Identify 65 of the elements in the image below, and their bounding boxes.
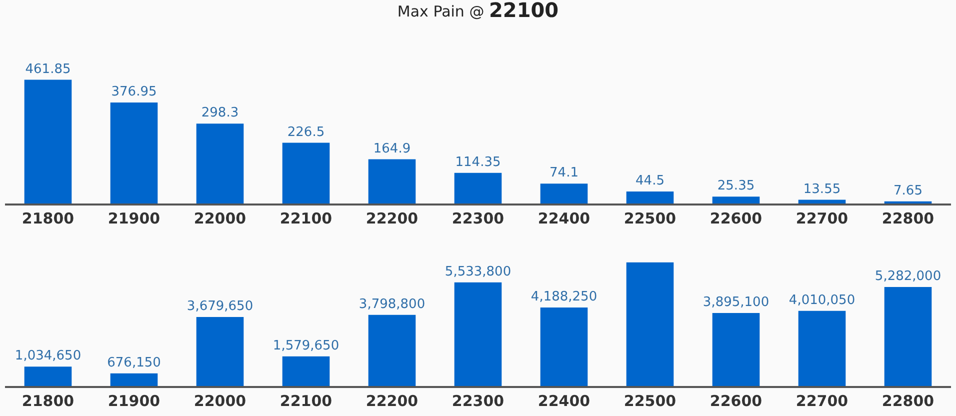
x-tick-label: 22300 xyxy=(452,392,504,410)
bar xyxy=(368,159,416,204)
x-tick-label: 22100 xyxy=(280,392,332,410)
data-label: 4,188,250 xyxy=(530,290,598,305)
data-label: 114.35 xyxy=(455,154,501,170)
bar xyxy=(196,317,244,386)
data-label: 74.1 xyxy=(550,166,578,181)
data-label: 13.55 xyxy=(803,182,841,197)
x-tick-label: 21800 xyxy=(22,209,74,228)
bar xyxy=(712,313,760,386)
bar xyxy=(884,287,932,386)
data-label: 461.85 xyxy=(25,62,71,77)
x-tick-label: 22800 xyxy=(882,392,934,410)
x-tick-label: 22000 xyxy=(194,392,246,410)
data-label: 4,010,050 xyxy=(788,292,856,308)
bar xyxy=(454,172,502,204)
x-tick-label: 22000 xyxy=(194,209,246,228)
x-tick-label: 21900 xyxy=(108,392,160,410)
x-tick-label: 22500 xyxy=(624,392,676,410)
bar xyxy=(110,102,158,204)
x-tick-label: 22200 xyxy=(366,209,418,228)
data-label: 44.5 xyxy=(636,174,664,189)
bar xyxy=(540,308,588,386)
data-label: 25.35 xyxy=(717,178,755,194)
x-tick-label: 21900 xyxy=(108,209,160,228)
bar xyxy=(368,314,416,386)
data-label: 676,150 xyxy=(107,355,161,370)
bar xyxy=(24,366,72,386)
bar xyxy=(626,262,674,386)
bar xyxy=(454,282,502,386)
data-label: 298.3 xyxy=(201,106,239,121)
bar xyxy=(540,184,588,204)
x-tick-label: 21800 xyxy=(22,392,74,410)
bar xyxy=(196,124,244,204)
bar xyxy=(282,356,330,386)
data-label: 3,798,800 xyxy=(358,296,426,312)
x-tick-label: 22700 xyxy=(796,392,848,410)
bar xyxy=(798,310,846,386)
data-label: 376.95 xyxy=(111,84,157,100)
data-label: 3,679,650 xyxy=(186,299,254,314)
x-tick-label: 22600 xyxy=(710,392,762,410)
data-label: 3,895,100 xyxy=(702,295,770,310)
data-label: 164.9 xyxy=(373,141,411,156)
bar xyxy=(282,142,330,204)
x-tick-label: 22200 xyxy=(366,392,418,410)
bar xyxy=(110,373,158,386)
x-tick-label: 22100 xyxy=(280,209,332,228)
data-label: 5,282,000 xyxy=(874,269,942,284)
bar xyxy=(626,192,674,204)
x-tick-label: 22400 xyxy=(538,392,590,410)
x-tick-label: 22400 xyxy=(538,209,590,228)
data-label: 1,579,650 xyxy=(272,338,340,354)
data-label: 7.65 xyxy=(894,183,922,198)
data-label: 1,034,650 xyxy=(14,348,82,364)
x-tick-label: 22800 xyxy=(882,209,934,228)
x-tick-label: 22500 xyxy=(624,209,676,228)
bar xyxy=(712,196,760,204)
data-label: 5,533,800 xyxy=(444,264,512,280)
x-tick-label: 22300 xyxy=(452,209,504,228)
bar xyxy=(24,80,72,204)
x-tick-label: 22600 xyxy=(710,209,762,228)
chart-title: Max Pain @ 22100 xyxy=(397,0,559,22)
data-label: 226.5 xyxy=(287,124,325,140)
x-tick-label: 22700 xyxy=(796,209,848,228)
bar xyxy=(798,200,846,204)
